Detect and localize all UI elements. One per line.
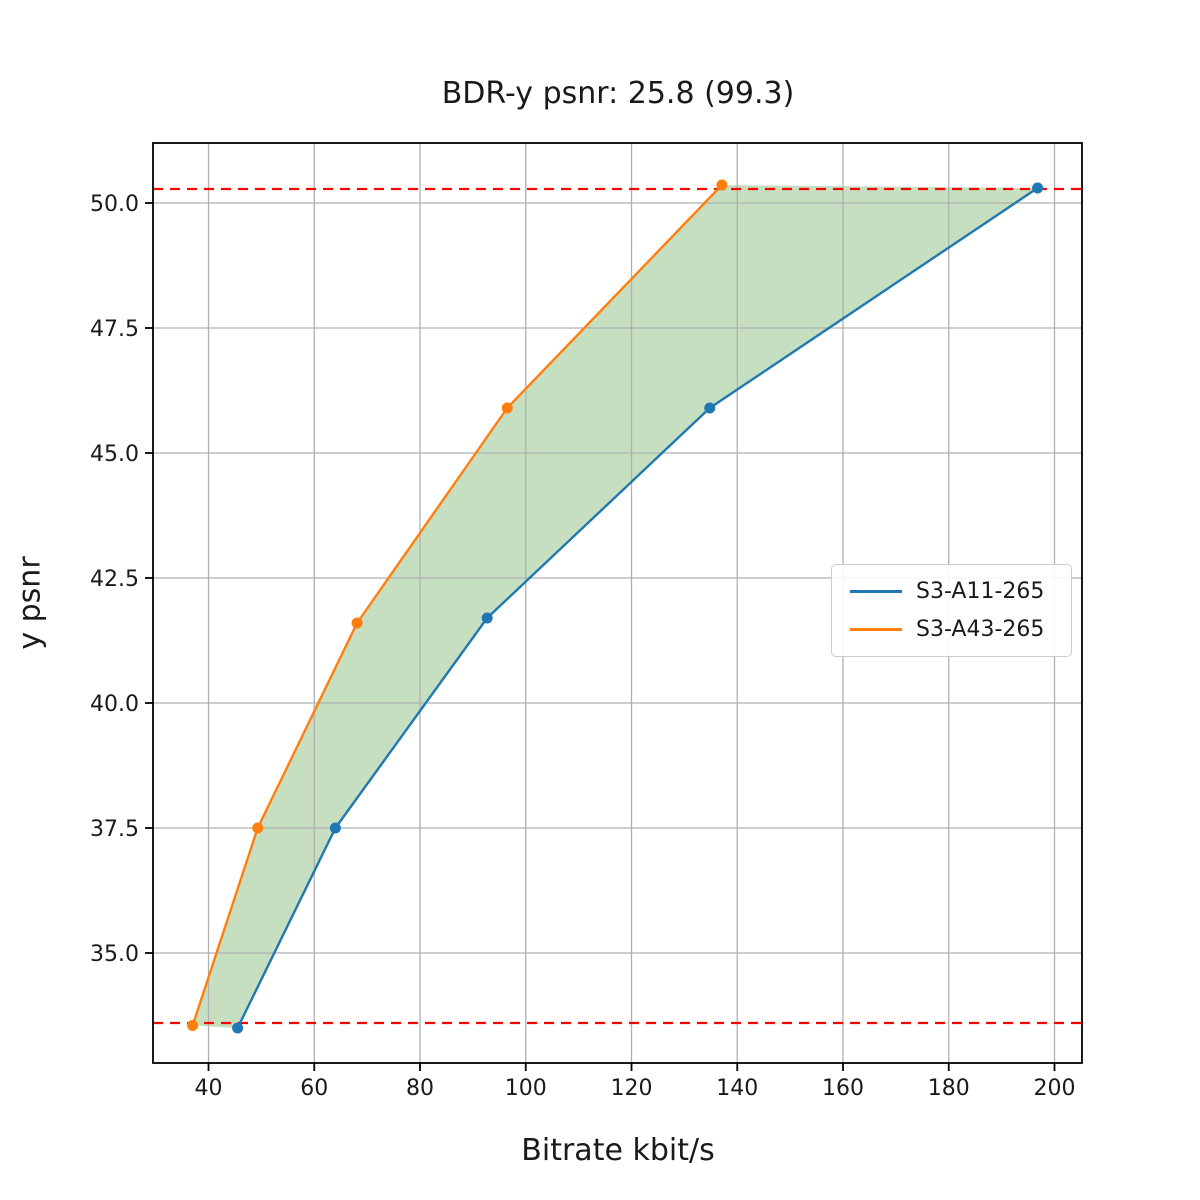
x-tick-label: 40 [195, 1076, 223, 1101]
legend-label: S3-A43-265 [916, 617, 1045, 643]
data-point-marker [501, 402, 513, 414]
legend-line-sample-icon [850, 628, 902, 632]
y-tick-label: 47.5 [90, 317, 139, 342]
data-point-marker [704, 402, 716, 414]
y-tick-label: 50.0 [90, 192, 139, 217]
data-point-marker [351, 617, 363, 629]
data-point-marker [187, 1020, 199, 1031]
x-tick-label: 180 [928, 1076, 970, 1101]
data-point-marker [481, 612, 493, 624]
legend-item: S3-A11-265 [850, 579, 1071, 604]
data-point-marker [716, 179, 728, 191]
y-tick-label: 40.0 [90, 692, 139, 717]
plot-border [152, 142, 1083, 1064]
legend: S3-A11-265 S3-A43-265 [831, 564, 1072, 657]
chart-title: BDR-y psnr: 25.8 (99.3) [441, 76, 795, 111]
x-tick-label: 60 [300, 1076, 328, 1101]
y-tick-label: 45.0 [90, 442, 139, 467]
data-point-marker [252, 822, 264, 834]
data-point-marker [1032, 182, 1044, 194]
between-curves-fill [192, 185, 1038, 1028]
y-tick-label: 42.5 [90, 567, 139, 592]
x-tick-label: 80 [406, 1076, 434, 1101]
x-tick-label: 100 [505, 1076, 547, 1101]
legend-label: S3-A11-265 [916, 578, 1045, 604]
legend-item: S3-A43-265 [850, 617, 1071, 642]
y-tick-label: 37.5 [90, 817, 139, 842]
x-tick-label: 160 [822, 1076, 864, 1101]
x-tick-label: 120 [611, 1076, 653, 1101]
x-tick-label: 200 [1034, 1076, 1076, 1101]
data-point-marker [232, 1022, 244, 1034]
y-axis-label: y psnr [12, 556, 48, 650]
data-point-marker [329, 822, 341, 834]
legend-line-sample-icon [850, 589, 902, 593]
x-axis-label: Bitrate kbit/s [521, 1133, 715, 1168]
x-tick-label: 140 [716, 1076, 758, 1101]
y-tick-label: 35.0 [90, 942, 139, 967]
